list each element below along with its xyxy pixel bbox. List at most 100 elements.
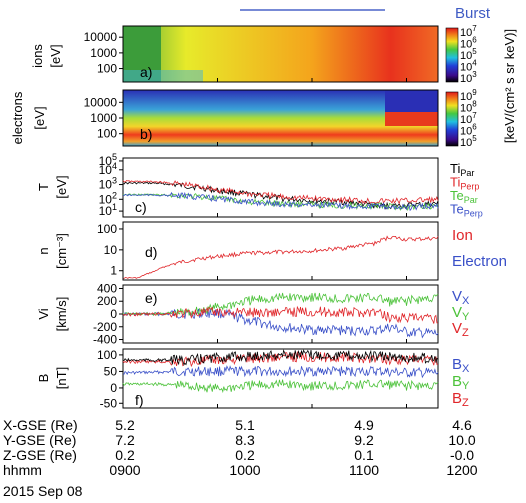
panel-d-ylabel-2: [cm⁻³] bbox=[54, 233, 69, 269]
panel-b-ylabel-1: electrons bbox=[10, 91, 25, 144]
y-tick-label: 200 bbox=[97, 294, 117, 308]
legend-by: BY bbox=[452, 373, 470, 392]
panel-f-letter: f) bbox=[135, 392, 144, 408]
ephemeris-value: 4.9 bbox=[354, 417, 374, 433]
panel-f-ylabel-1: B bbox=[36, 374, 51, 383]
y-tick-label: -200 bbox=[93, 320, 117, 334]
electron-colorbar bbox=[445, 91, 459, 147]
electron-spectrogram-late-band bbox=[385, 112, 438, 126]
colorbar-tick-label: 106 bbox=[460, 36, 477, 51]
legend-bz: BZ bbox=[452, 390, 469, 409]
ephemeris-value: 10.0 bbox=[448, 432, 475, 448]
y-tick-label: 100 bbox=[97, 62, 117, 76]
ephemeris-value: 1000 bbox=[229, 462, 260, 478]
panel-c-ylabel-2: [eV] bbox=[54, 175, 69, 198]
ephemeris-value: 0.2 bbox=[235, 447, 255, 463]
ephemeris-value: 4.6 bbox=[452, 417, 472, 433]
legend-vz: VZ bbox=[452, 320, 469, 339]
colorbar-tick-label: 107 bbox=[460, 111, 477, 126]
panel-e-ylabel-1: Vi bbox=[36, 308, 51, 319]
colorbar-tick-label: 108 bbox=[460, 100, 477, 115]
ephemeris-row-label: Y-GSE (Re) bbox=[3, 432, 76, 448]
colorbar-tick-label: 109 bbox=[460, 88, 477, 103]
legend-tiperp: TiPerp bbox=[450, 175, 479, 192]
panel-d-legend: Ion Electron bbox=[452, 227, 507, 270]
colorbar-tick-label: 104 bbox=[460, 59, 477, 74]
ion-colorbar bbox=[445, 27, 459, 83]
series-line-teperp bbox=[122, 191, 439, 212]
ephemeris-value: 7.2 bbox=[115, 432, 135, 448]
ephemeris-value: 8.3 bbox=[235, 432, 255, 448]
y-tick-label: 105 bbox=[99, 152, 117, 168]
y-tick-label: 1000 bbox=[90, 46, 117, 60]
ephemeris-value: 9.2 bbox=[354, 432, 374, 448]
time-axis-ticks bbox=[122, 78, 407, 408]
panel-f-frame bbox=[122, 348, 439, 409]
series-line-bx bbox=[122, 365, 439, 379]
ephemeris-value: 0900 bbox=[109, 462, 140, 478]
ephemeris-row-label: X-GSE (Re) bbox=[3, 417, 78, 433]
panel-e-ylabel-2: [km/s] bbox=[54, 297, 69, 332]
series-line-ion bbox=[122, 235, 439, 279]
panel-c-letter: c) bbox=[135, 199, 147, 215]
ephemeris-value: 1100 bbox=[349, 462, 379, 478]
colorbar-tick-label: 106 bbox=[460, 123, 477, 138]
burst-label: Burst bbox=[455, 5, 491, 22]
panel-f-ylabel-2: [nT] bbox=[54, 367, 69, 389]
y-tick-label: 1 bbox=[110, 264, 117, 278]
y-tick-label: 104 bbox=[99, 161, 117, 177]
legend-vy: VY bbox=[452, 304, 470, 323]
colorbar-tick-label: 107 bbox=[460, 24, 477, 39]
panel-a-frame bbox=[122, 25, 439, 83]
ion-spectrogram-low-energy-band bbox=[123, 70, 203, 82]
panel-b-letter: b) bbox=[140, 126, 152, 142]
y-tick-label: 100 bbox=[97, 222, 117, 236]
y-tick-label: 0 bbox=[110, 307, 117, 321]
series-line-bz bbox=[122, 350, 439, 368]
panel-a-ylabel-1: ions bbox=[30, 44, 45, 68]
colorbar-tick-label: 105 bbox=[460, 134, 477, 149]
y-tick-label: 100 bbox=[97, 348, 117, 362]
legend-bx: BX bbox=[452, 356, 470, 375]
panel-a-ylabel-2: [eV] bbox=[48, 44, 63, 67]
panel-b-ylabel-2: [eV] bbox=[32, 106, 47, 129]
series-line-btot bbox=[122, 349, 439, 366]
panel-a-y-axis: 10000 1000 100 bbox=[84, 30, 123, 76]
ephemeris-value: -0.0 bbox=[450, 447, 474, 463]
y-tick-label: 10000 bbox=[84, 95, 118, 109]
y-tick-label: -50 bbox=[100, 396, 118, 410]
y-tick-label: 102 bbox=[99, 190, 117, 206]
y-tick-label: 10 bbox=[104, 243, 118, 257]
panel-f-series bbox=[122, 349, 439, 394]
ephemeris-row-label: hhmm bbox=[3, 462, 42, 478]
series-line-by bbox=[122, 379, 439, 394]
y-tick-label: 103 bbox=[99, 176, 117, 192]
panel-a-letter: a) bbox=[140, 64, 152, 80]
ephemeris-row-label: Z-GSE (Re) bbox=[3, 447, 77, 463]
panel-e-series bbox=[122, 292, 439, 339]
legend-vx: VX bbox=[452, 288, 470, 307]
y-tick-label: 50 bbox=[104, 364, 118, 378]
date-label: 2015 Sep 08 bbox=[3, 483, 83, 499]
panel-b-electron-spectrogram: 10000 1000 100 b) electrons [eV] 109108107… bbox=[10, 29, 517, 149]
ephemeris-value: 1200 bbox=[446, 462, 477, 478]
legend-ion: Ion bbox=[452, 227, 473, 244]
panel-d-y-axis: 100 10 1 bbox=[97, 222, 123, 278]
y-tick-label: 100 bbox=[97, 127, 117, 141]
colorbar-unit-label: [keV/(cm² s sr keV)] bbox=[502, 29, 517, 143]
series-line-tiperp bbox=[122, 180, 439, 205]
ephemeris-value: 5.1 bbox=[235, 417, 255, 433]
ephemeris-table: X-GSE (Re) 5.2 5.1 4.9 4.6 Y-GSE (Re) 7.2 8.3 9.… bbox=[3, 417, 478, 499]
